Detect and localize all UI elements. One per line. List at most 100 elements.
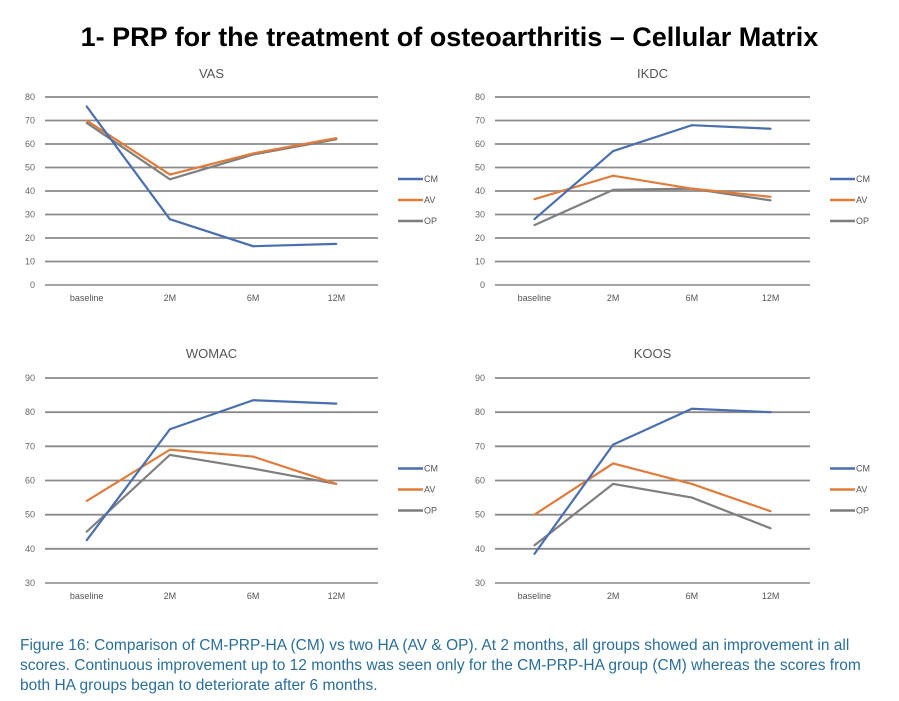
x-tick-label: 12M: [328, 591, 346, 601]
series-line-CM: [85, 105, 337, 248]
x-tick-label: baseline: [518, 591, 552, 601]
y-tick-label: 40: [475, 186, 485, 196]
y-tick-label: 80: [475, 92, 485, 102]
data-point-CM: [690, 124, 693, 127]
series-line-AV: [86, 448, 337, 502]
y-tick-label: 0: [480, 280, 485, 290]
legend-label: OP: [856, 506, 869, 516]
legend-label: AV: [424, 195, 435, 205]
y-tick-label: 70: [25, 116, 35, 126]
data-point-OP: [85, 530, 88, 533]
y-tick-label: 80: [475, 407, 485, 417]
series-line-OP: [533, 482, 772, 547]
y-tick-label: 90: [475, 373, 485, 383]
series-line-CM: [533, 124, 771, 221]
x-tick-label: 12M: [762, 293, 780, 303]
x-tick-label: 6M: [247, 293, 260, 303]
data-point-OP: [252, 467, 255, 470]
data-point-CM: [533, 218, 536, 221]
data-point-CM: [85, 105, 88, 108]
y-tick-label: 80: [25, 92, 35, 102]
data-point-OP: [769, 527, 772, 530]
data-point-CM: [335, 402, 338, 405]
legend-label: CM: [424, 174, 438, 184]
data-point-OP: [612, 188, 615, 191]
data-point-AV: [335, 137, 338, 140]
legend-label: AV: [424, 485, 435, 495]
data-point-CM: [690, 407, 693, 410]
charts: VAS 0 10 20 30 40 50 60 70 80 baseline 2M 6M 12M CM AV O…: [25, 66, 870, 601]
y-tick-label: 70: [25, 441, 35, 451]
y-tick-label: 40: [475, 544, 485, 554]
legend-label: CM: [856, 464, 870, 474]
y-tick-label: 30: [25, 210, 35, 220]
legend-label: AV: [856, 485, 867, 495]
series-line-OP: [533, 187, 771, 227]
x-tick-label: 6M: [686, 293, 699, 303]
x-tick-label: baseline: [70, 591, 104, 601]
y-tick-label: 10: [25, 257, 35, 267]
data-point-OP: [168, 453, 171, 456]
x-tick-label: 2M: [164, 293, 177, 303]
y-tick-label: 50: [475, 163, 485, 173]
x-tick-label: 12M: [328, 293, 346, 303]
data-point-CM: [252, 399, 255, 402]
data-point-AV: [85, 500, 88, 502]
series-line-OP: [86, 121, 337, 181]
data-point-CM: [612, 150, 615, 153]
data-point-CM: [168, 218, 171, 221]
data-point-AV: [690, 482, 693, 485]
legend-label: OP: [424, 216, 437, 226]
y-tick-label: 30: [475, 210, 485, 220]
series-line-AV: [534, 174, 771, 201]
legend-label: AV: [856, 195, 867, 205]
data-point-AV: [168, 448, 171, 451]
y-tick-label: 80: [25, 407, 35, 417]
y-tick-label: 70: [475, 441, 485, 451]
data-point-AV: [612, 174, 615, 177]
y-tick-label: 50: [25, 510, 35, 520]
y-tick-label: 90: [25, 373, 35, 383]
chart-title: IKDC: [637, 66, 668, 81]
legend-label: OP: [856, 216, 869, 226]
legend-label: CM: [856, 174, 870, 184]
x-tick-label: 6M: [686, 591, 699, 601]
data-point-AV: [168, 173, 171, 176]
y-tick-label: 20: [475, 233, 485, 243]
x-tick-label: baseline: [518, 293, 552, 303]
data-point-OP: [690, 496, 693, 499]
data-point-CM: [612, 443, 615, 446]
y-tick-label: 20: [25, 233, 35, 243]
x-tick-label: 2M: [164, 591, 177, 601]
data-point-OP: [769, 199, 772, 202]
data-point-CM: [769, 411, 772, 414]
x-tick-label: baseline: [70, 293, 104, 303]
series-line-AV: [533, 462, 771, 516]
data-point-OP: [612, 482, 615, 485]
data-point-CM: [769, 127, 772, 130]
data-point-AV: [335, 482, 338, 485]
legend-label: CM: [424, 464, 438, 474]
y-tick-label: 30: [25, 578, 35, 588]
data-point-CM: [533, 552, 536, 555]
x-tick-label: 2M: [607, 591, 620, 601]
data-point-CM: [168, 428, 171, 431]
x-tick-label: 6M: [247, 591, 260, 601]
data-point-CM: [335, 242, 338, 245]
x-tick-label: 2M: [607, 293, 620, 303]
x-tick-label: 12M: [762, 591, 780, 601]
y-tick-label: 0: [30, 280, 35, 290]
data-point-AV: [252, 152, 255, 155]
slide-title: 1- PRP for the treatment of osteoarthrit…: [80, 22, 819, 52]
series-line-AV: [86, 119, 337, 176]
data-point-CM: [252, 245, 255, 248]
y-tick-label: 40: [25, 186, 35, 196]
data-point-OP: [533, 544, 536, 547]
y-tick-label: 70: [475, 116, 485, 126]
data-point-AV: [769, 510, 772, 513]
data-point-AV: [533, 513, 536, 516]
chart-title: KOOS: [634, 346, 672, 361]
chart-title: VAS: [199, 66, 224, 81]
data-point-AV: [533, 198, 536, 201]
y-tick-label: 60: [25, 139, 35, 149]
